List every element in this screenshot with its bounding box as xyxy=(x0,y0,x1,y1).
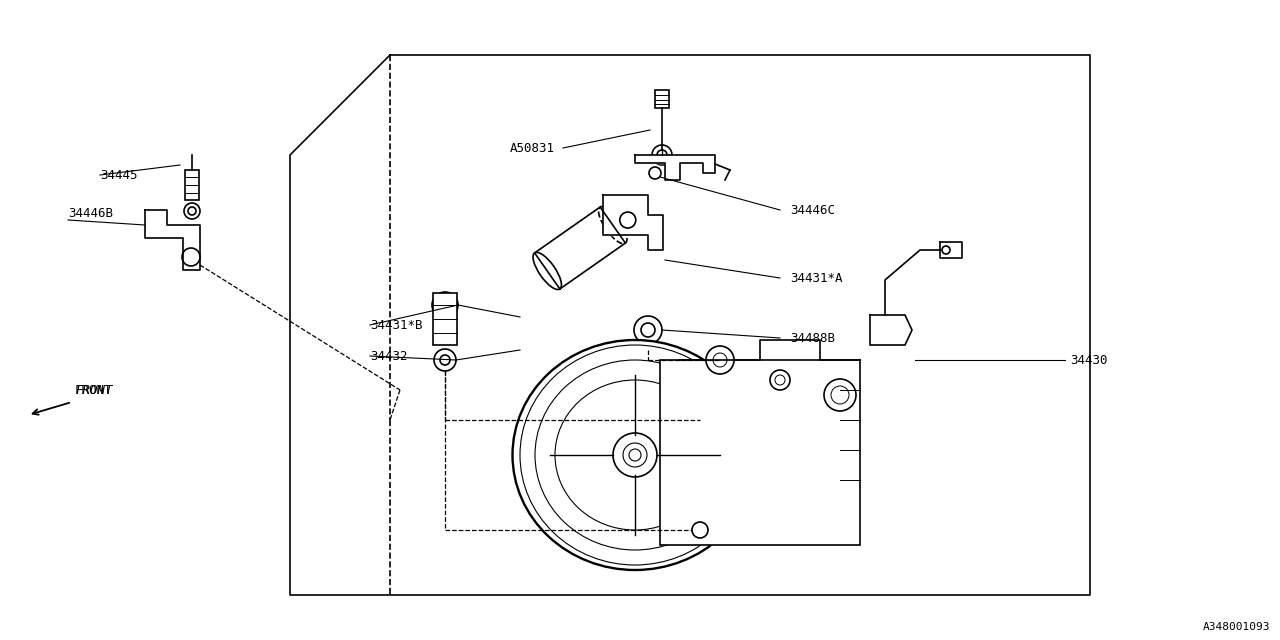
Polygon shape xyxy=(635,155,716,180)
Ellipse shape xyxy=(599,207,627,244)
Text: A50831: A50831 xyxy=(509,141,556,154)
Polygon shape xyxy=(603,195,663,250)
Polygon shape xyxy=(870,315,913,345)
Text: 34432: 34432 xyxy=(370,349,407,362)
Text: 34431*A: 34431*A xyxy=(790,271,842,285)
Ellipse shape xyxy=(532,252,562,289)
Ellipse shape xyxy=(512,340,758,570)
Text: 34431*B: 34431*B xyxy=(370,319,422,332)
Circle shape xyxy=(707,346,733,374)
Text: 34488B: 34488B xyxy=(790,332,835,344)
Circle shape xyxy=(771,370,790,390)
Text: A348001093: A348001093 xyxy=(1202,622,1270,632)
Text: 34446C: 34446C xyxy=(790,204,835,216)
Circle shape xyxy=(620,212,636,228)
Polygon shape xyxy=(660,360,860,545)
Text: FRONT: FRONT xyxy=(76,383,113,397)
Polygon shape xyxy=(535,207,626,289)
Polygon shape xyxy=(433,293,457,345)
Circle shape xyxy=(613,433,657,477)
Polygon shape xyxy=(145,210,200,270)
Text: FRONT: FRONT xyxy=(76,383,113,397)
Polygon shape xyxy=(940,242,963,258)
Circle shape xyxy=(182,248,200,266)
Text: 34430: 34430 xyxy=(1070,353,1107,367)
Circle shape xyxy=(824,379,856,411)
Text: 34445: 34445 xyxy=(100,168,137,182)
Circle shape xyxy=(692,522,708,538)
Text: 34446B: 34446B xyxy=(68,207,113,220)
